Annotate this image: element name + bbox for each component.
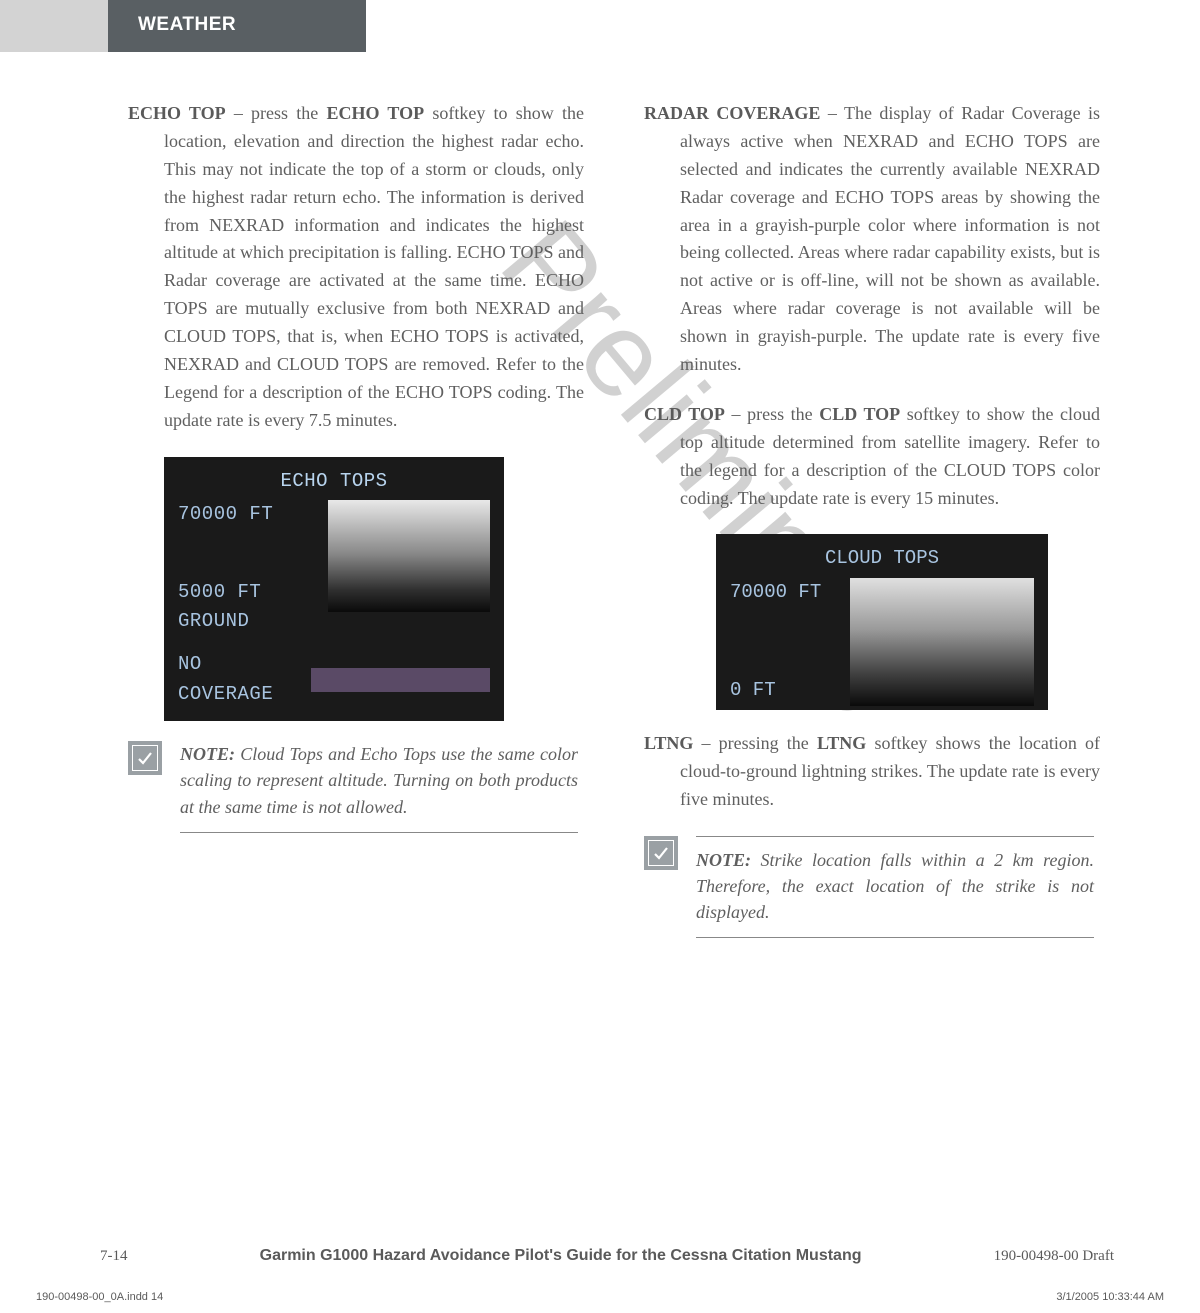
echo-note-label: NOTE: (180, 744, 235, 764)
ltng-label: LTNG (644, 733, 693, 753)
note-icon (644, 836, 678, 870)
ltng-entry: LTNG – pressing the LTNG softkey shows t… (644, 730, 1100, 814)
echo-legend-mid: 5000 FT (178, 578, 326, 607)
echo-note-body: Cloud Tops and Echo Tops use the same co… (180, 744, 578, 816)
ltng-softkey: LTNG (817, 733, 866, 753)
echo-top-entry: ECHO TOP – press the ECHO TOP softkey to… (128, 100, 584, 435)
page-number: 7-14 (100, 1248, 128, 1265)
echo-legend-nocov-row: NO COVERAGE (164, 636, 504, 711)
printer-marks: 190-00498-00_0A.indd 14 3/1/2005 10:33:4… (0, 1291, 1200, 1303)
ltng-note-text: NOTE: Strike location falls within a 2 k… (696, 836, 1094, 938)
echo-legend-nocov-label: NO COVERAGE (178, 650, 301, 709)
ltng-note-body: Strike location falls within a 2 km regi… (696, 850, 1094, 922)
footer-docnum: 190-00498-00 Draft (994, 1248, 1114, 1265)
printer-left: 190-00498-00_0A.indd 14 (36, 1291, 163, 1303)
echo-legend-nocov-swatch (311, 668, 490, 692)
cloud-legend-title: CLOUD TOPS (716, 544, 1048, 573)
echo-legend-top: 70000 FT (178, 500, 326, 529)
ltng-note-label: NOTE: (696, 850, 751, 870)
ltng-note: NOTE: Strike location falls within a 2 k… (644, 836, 1100, 938)
echo-legend-ground: GROUND (178, 607, 326, 636)
header-spacer (0, 0, 108, 52)
cloud-legend-top: 70000 FT (730, 578, 850, 607)
echo-legend-labels: 70000 FT 5000 FT GROUND (178, 500, 326, 636)
note-icon (128, 741, 162, 775)
printer-right: 3/1/2005 10:33:44 AM (1056, 1291, 1164, 1303)
cloud-legend-labels: 70000 FT 0 FT (730, 578, 850, 706)
page-footer: 7-14 Garmin G1000 Hazard Avoidance Pilot… (0, 1247, 1200, 1265)
cld-top-text-before: – press the (725, 404, 819, 424)
cld-top-entry: CLD TOP – press the CLD TOP softkey to s… (644, 401, 1100, 513)
right-column: RADAR COVERAGE – The display of Radar Co… (644, 100, 1100, 948)
echo-legend-title: ECHO TOPS (164, 467, 504, 496)
echo-top-text-before: – press the (226, 103, 327, 123)
radar-coverage-entry: RADAR COVERAGE – The display of Radar Co… (644, 100, 1100, 379)
cloud-tops-legend: CLOUD TOPS 70000 FT 0 FT (716, 534, 1048, 709)
radar-coverage-text: – The display of Radar Coverage is alway… (680, 103, 1100, 374)
echo-legend-gradient (328, 500, 490, 612)
footer-title: Garmin G1000 Hazard Avoidance Pilot's Gu… (260, 1247, 862, 1265)
echo-top-label: ECHO TOP (128, 103, 226, 123)
left-column: ECHO TOP – press the ECHO TOP softkey to… (128, 100, 584, 948)
echo-tops-legend: ECHO TOPS 70000 FT 5000 FT GROUND NO COV… (164, 457, 504, 722)
page-header: WEATHER (0, 0, 1200, 52)
page-content: ECHO TOP – press the ECHO TOP softkey to… (0, 52, 1200, 948)
echo-top-text-after: softkey to show the location, elevation … (164, 103, 584, 430)
ltng-text-before: – pressing the (693, 733, 817, 753)
echo-note: NOTE: Cloud Tops and Echo Tops use the s… (128, 741, 584, 832)
cld-top-softkey: CLD TOP (819, 404, 900, 424)
cloud-legend-gradient (850, 578, 1034, 706)
echo-top-softkey: ECHO TOP (327, 103, 425, 123)
cld-top-label: CLD TOP (644, 404, 725, 424)
cloud-legend-bottom: 0 FT (730, 676, 850, 705)
radar-coverage-label: RADAR COVERAGE (644, 103, 820, 123)
section-title: WEATHER (108, 0, 366, 52)
echo-note-text: NOTE: Cloud Tops and Echo Tops use the s… (180, 741, 578, 832)
